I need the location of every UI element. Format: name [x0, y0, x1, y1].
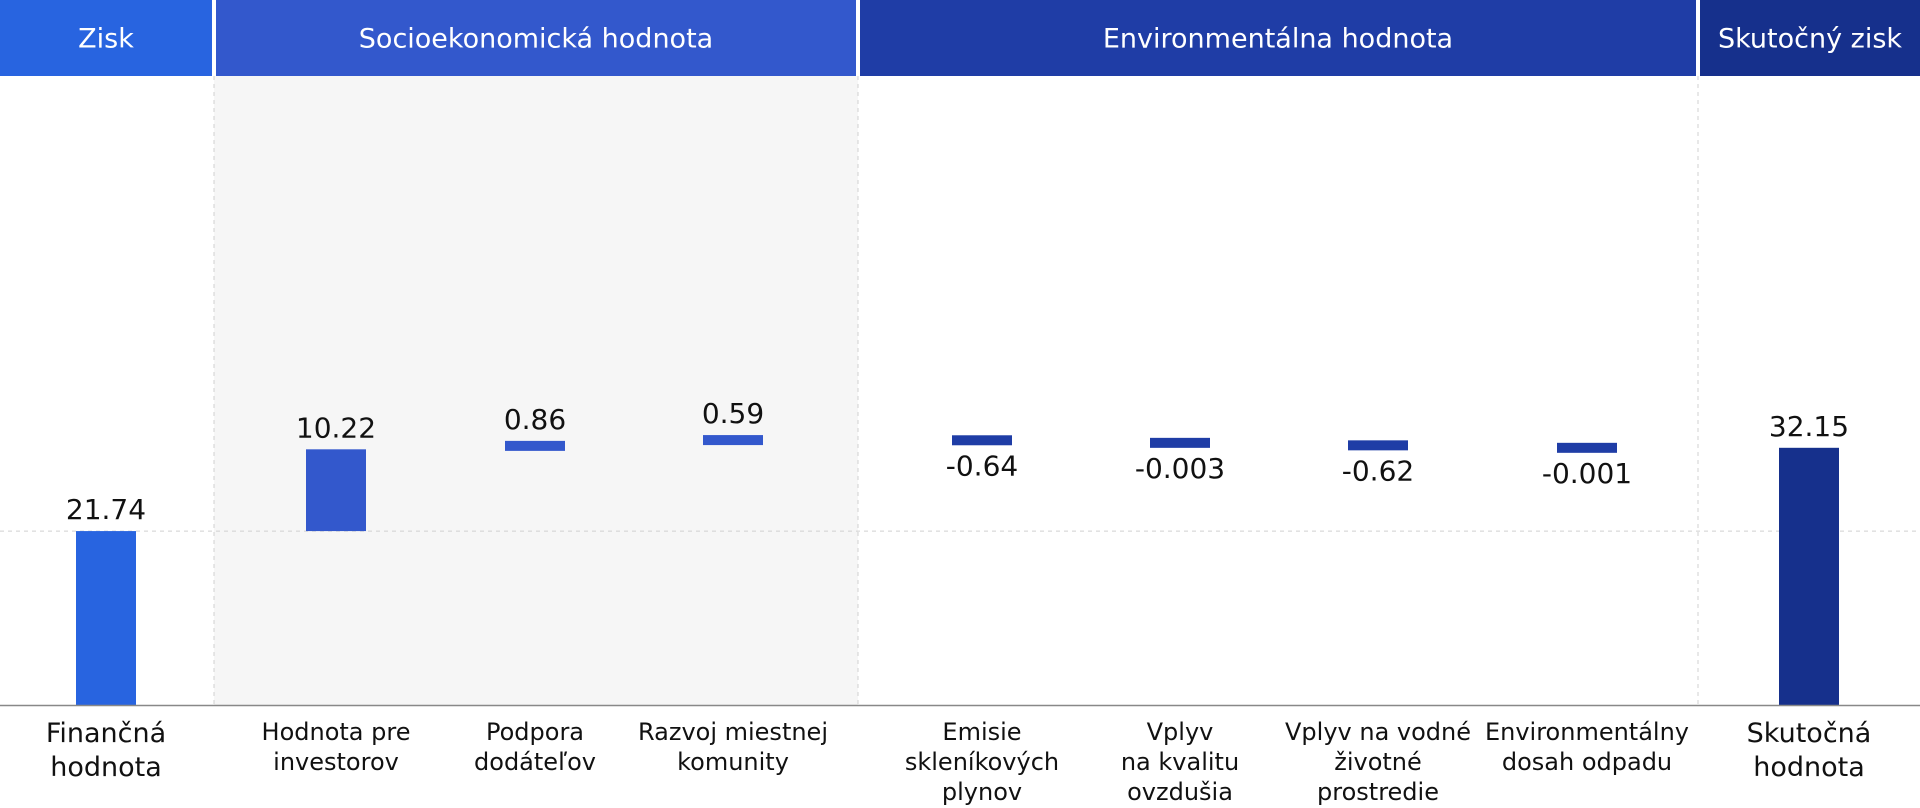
value-label-7: -0.62 [1342, 454, 1414, 487]
category-label-6: Vplyv na kvalitu ovzdušia [1121, 718, 1239, 806]
category-label-8: Environmentálny dosah odpadu [1485, 718, 1689, 776]
category-label-3: Podpora dodáteľov [474, 718, 596, 776]
bar-5 [952, 435, 1012, 446]
header-skutocny-zisk-bg [1700, 0, 1920, 76]
header-environmentalna-label: Environmentálna hodnota [1103, 24, 1453, 55]
value-label-2: 10.22 [296, 411, 376, 444]
header-zisk-bg [0, 0, 212, 76]
bar-2 [306, 449, 366, 532]
category-label-9: Skutočná hodnota [1747, 718, 1872, 783]
header-zisk-label: Zisk [78, 24, 134, 55]
value-label-9: 32.15 [1769, 410, 1849, 443]
value-label-1: 21.74 [66, 493, 146, 526]
bar-9 [1779, 447, 1839, 705]
value-label-5: -0.64 [946, 449, 1018, 482]
header-environmentalna-bg [860, 0, 1696, 76]
bar-7 [1348, 440, 1408, 451]
category-label-1: Finančná hodnota [46, 718, 166, 783]
value-label-6: -0.003 [1135, 452, 1225, 485]
header-socioekonomicka-bg [216, 0, 856, 76]
category-label-2: Hodnota pre investorov [262, 718, 411, 776]
category-label-4: Razvoj miestnej komunity [638, 718, 828, 776]
bar-8 [1557, 442, 1617, 453]
bar-3 [505, 440, 565, 451]
header-skutocny-zisk-label: Skutočný zisk [1718, 24, 1902, 55]
bar-6 [1150, 437, 1210, 448]
bar-1 [76, 531, 136, 705]
value-label-4: 0.59 [702, 397, 764, 430]
header-socioekonomicka-label: Socioekonomická hodnota [359, 24, 713, 55]
category-label-7: Vplyv na vodné životné prostredie [1285, 718, 1471, 806]
value-label-8: -0.001 [1542, 457, 1632, 490]
category-label-5: Emisie skleníkových plynov [905, 718, 1059, 806]
socio-band [214, 76, 858, 705]
bar-4 [703, 435, 763, 446]
value-label-3: 0.86 [504, 403, 566, 436]
